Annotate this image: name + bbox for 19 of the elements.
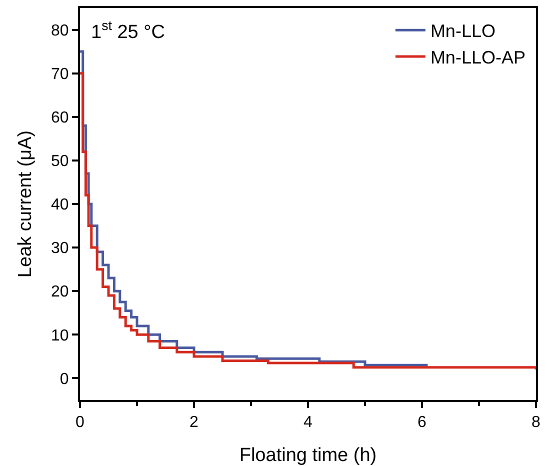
- y-tick-label: 60: [51, 109, 69, 126]
- y-tick-label: 70: [51, 66, 69, 83]
- x-tick-label: 0: [76, 414, 85, 432]
- legend-label: Mn-LLO: [430, 21, 496, 42]
- y-tick-label: 0: [60, 370, 69, 388]
- y-tick-label: 20: [51, 284, 69, 301]
- annotation: 1$^{st}$ 25 °C: [91, 18, 165, 43]
- legend-label: Mn-LLO-AP: [430, 48, 526, 68]
- y-tick-label: 40: [51, 196, 69, 214]
- y-tick-label: 10: [51, 327, 69, 344]
- x-tick-label: 4: [304, 414, 313, 432]
- y-tick-label: 30: [51, 240, 69, 258]
- x-tick-label: 6: [418, 414, 427, 432]
- y-tick-label: 50: [51, 153, 69, 170]
- y-tick-label: 80: [51, 22, 69, 40]
- x-tick-label: 2: [190, 414, 199, 432]
- x-tick-label: 8: [532, 414, 541, 432]
- x-axis-title: Floating time (h): [239, 445, 377, 466]
- y-axis-title: Leak current (μA): [15, 130, 36, 278]
